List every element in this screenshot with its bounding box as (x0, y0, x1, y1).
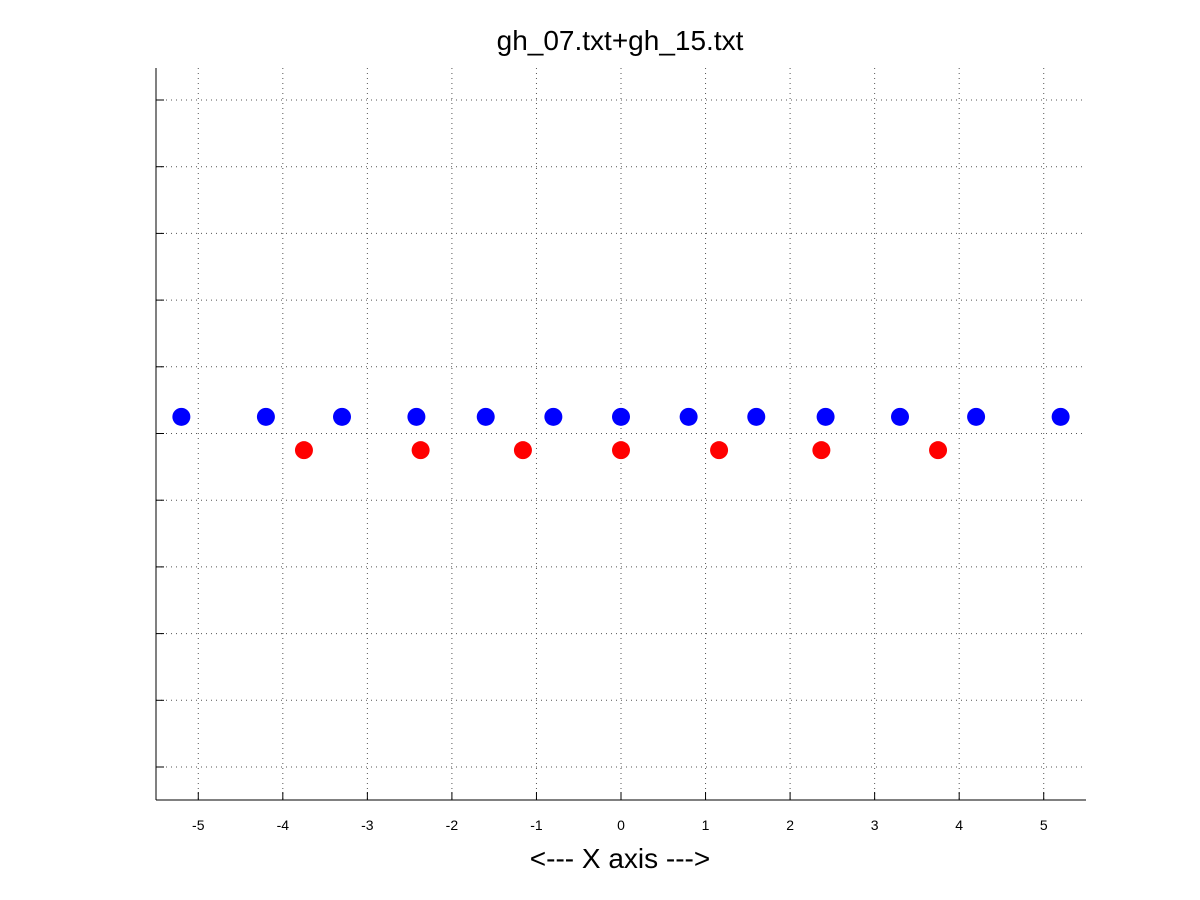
data-point (411, 441, 430, 460)
data-point (407, 407, 426, 426)
data-point (812, 441, 831, 460)
data-point (513, 441, 532, 460)
x-tick-label: 4 (955, 817, 963, 833)
data-point (294, 441, 313, 460)
data-point (967, 407, 986, 426)
x-tick-label: 2 (786, 817, 794, 833)
data-point (333, 407, 351, 426)
x-tick-label: -4 (277, 817, 290, 833)
x-axis-label: <--- X axis ---> (530, 843, 710, 874)
data-point (1051, 407, 1070, 426)
data-point (172, 407, 191, 426)
ticks: -5 -4 -3 -2 -1 0 1 2 3 4 5 (156, 99, 1048, 833)
x-tick-label: -1 (530, 817, 543, 833)
data-point (544, 407, 563, 426)
x-tick-label: 3 (871, 817, 879, 833)
x-tick-label: 5 (1040, 817, 1048, 833)
data-point (816, 407, 835, 426)
data-point (891, 407, 909, 426)
data-point (710, 441, 729, 460)
data-point (476, 407, 495, 426)
data-point (929, 441, 948, 460)
grid (156, 68, 1086, 800)
data-point (256, 407, 275, 426)
data-point (679, 407, 698, 426)
x-tick-label: -2 (446, 817, 459, 833)
data-point (612, 441, 630, 460)
data-points (172, 407, 1070, 460)
x-tick-label: -3 (361, 817, 374, 833)
data-point (747, 407, 766, 426)
chart-title: gh_07.txt+gh_15.txt (497, 25, 744, 56)
data-point (612, 407, 630, 426)
x-tick-label: 1 (702, 817, 710, 833)
x-tick-label: -5 (192, 817, 205, 833)
x-tick-label: 0 (617, 817, 625, 833)
